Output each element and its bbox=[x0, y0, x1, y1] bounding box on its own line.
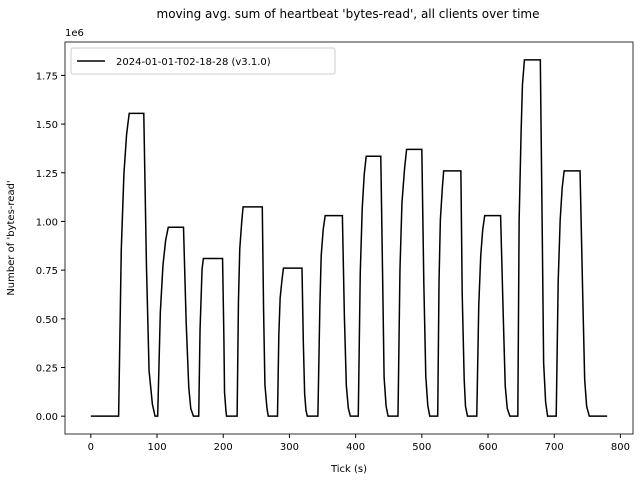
x-tick-label: 400 bbox=[346, 442, 365, 453]
y-tick-label: 0.00 bbox=[36, 412, 58, 423]
chart-title: moving avg. sum of heartbeat 'bytes-read… bbox=[157, 7, 540, 21]
legend-box bbox=[70, 47, 336, 75]
y-tick-label: 1.50 bbox=[36, 120, 58, 131]
y-tick-label: 0.25 bbox=[36, 363, 58, 374]
x-tick-label: 500 bbox=[412, 442, 431, 453]
y-tick-label: 1.75 bbox=[36, 71, 58, 82]
plot-frame bbox=[64, 41, 634, 435]
y-offset-label: 1e6 bbox=[65, 28, 84, 39]
y-axis-label: Number of 'bytes-read' bbox=[6, 180, 17, 295]
x-tick-label: 0 bbox=[88, 442, 94, 453]
x-axis-label: Tick (s) bbox=[330, 464, 367, 475]
x-tick-label: 100 bbox=[147, 442, 166, 453]
x-tick-label: 600 bbox=[478, 442, 497, 453]
y-tick-label: 0.75 bbox=[36, 266, 58, 277]
legend-label: 2024-01-01-T02-18-28 (v3.1.0) bbox=[116, 57, 271, 68]
y-tick-label: 1.00 bbox=[36, 217, 58, 228]
y-tick-label: 0.50 bbox=[36, 315, 58, 326]
x-tick-label: 800 bbox=[611, 442, 630, 453]
x-tick-label: 700 bbox=[545, 442, 564, 453]
y-tick-label: 1.25 bbox=[36, 169, 58, 180]
data-line bbox=[90, 59, 608, 417]
x-tick-label: 200 bbox=[214, 442, 233, 453]
x-tick-label: 300 bbox=[280, 442, 299, 453]
